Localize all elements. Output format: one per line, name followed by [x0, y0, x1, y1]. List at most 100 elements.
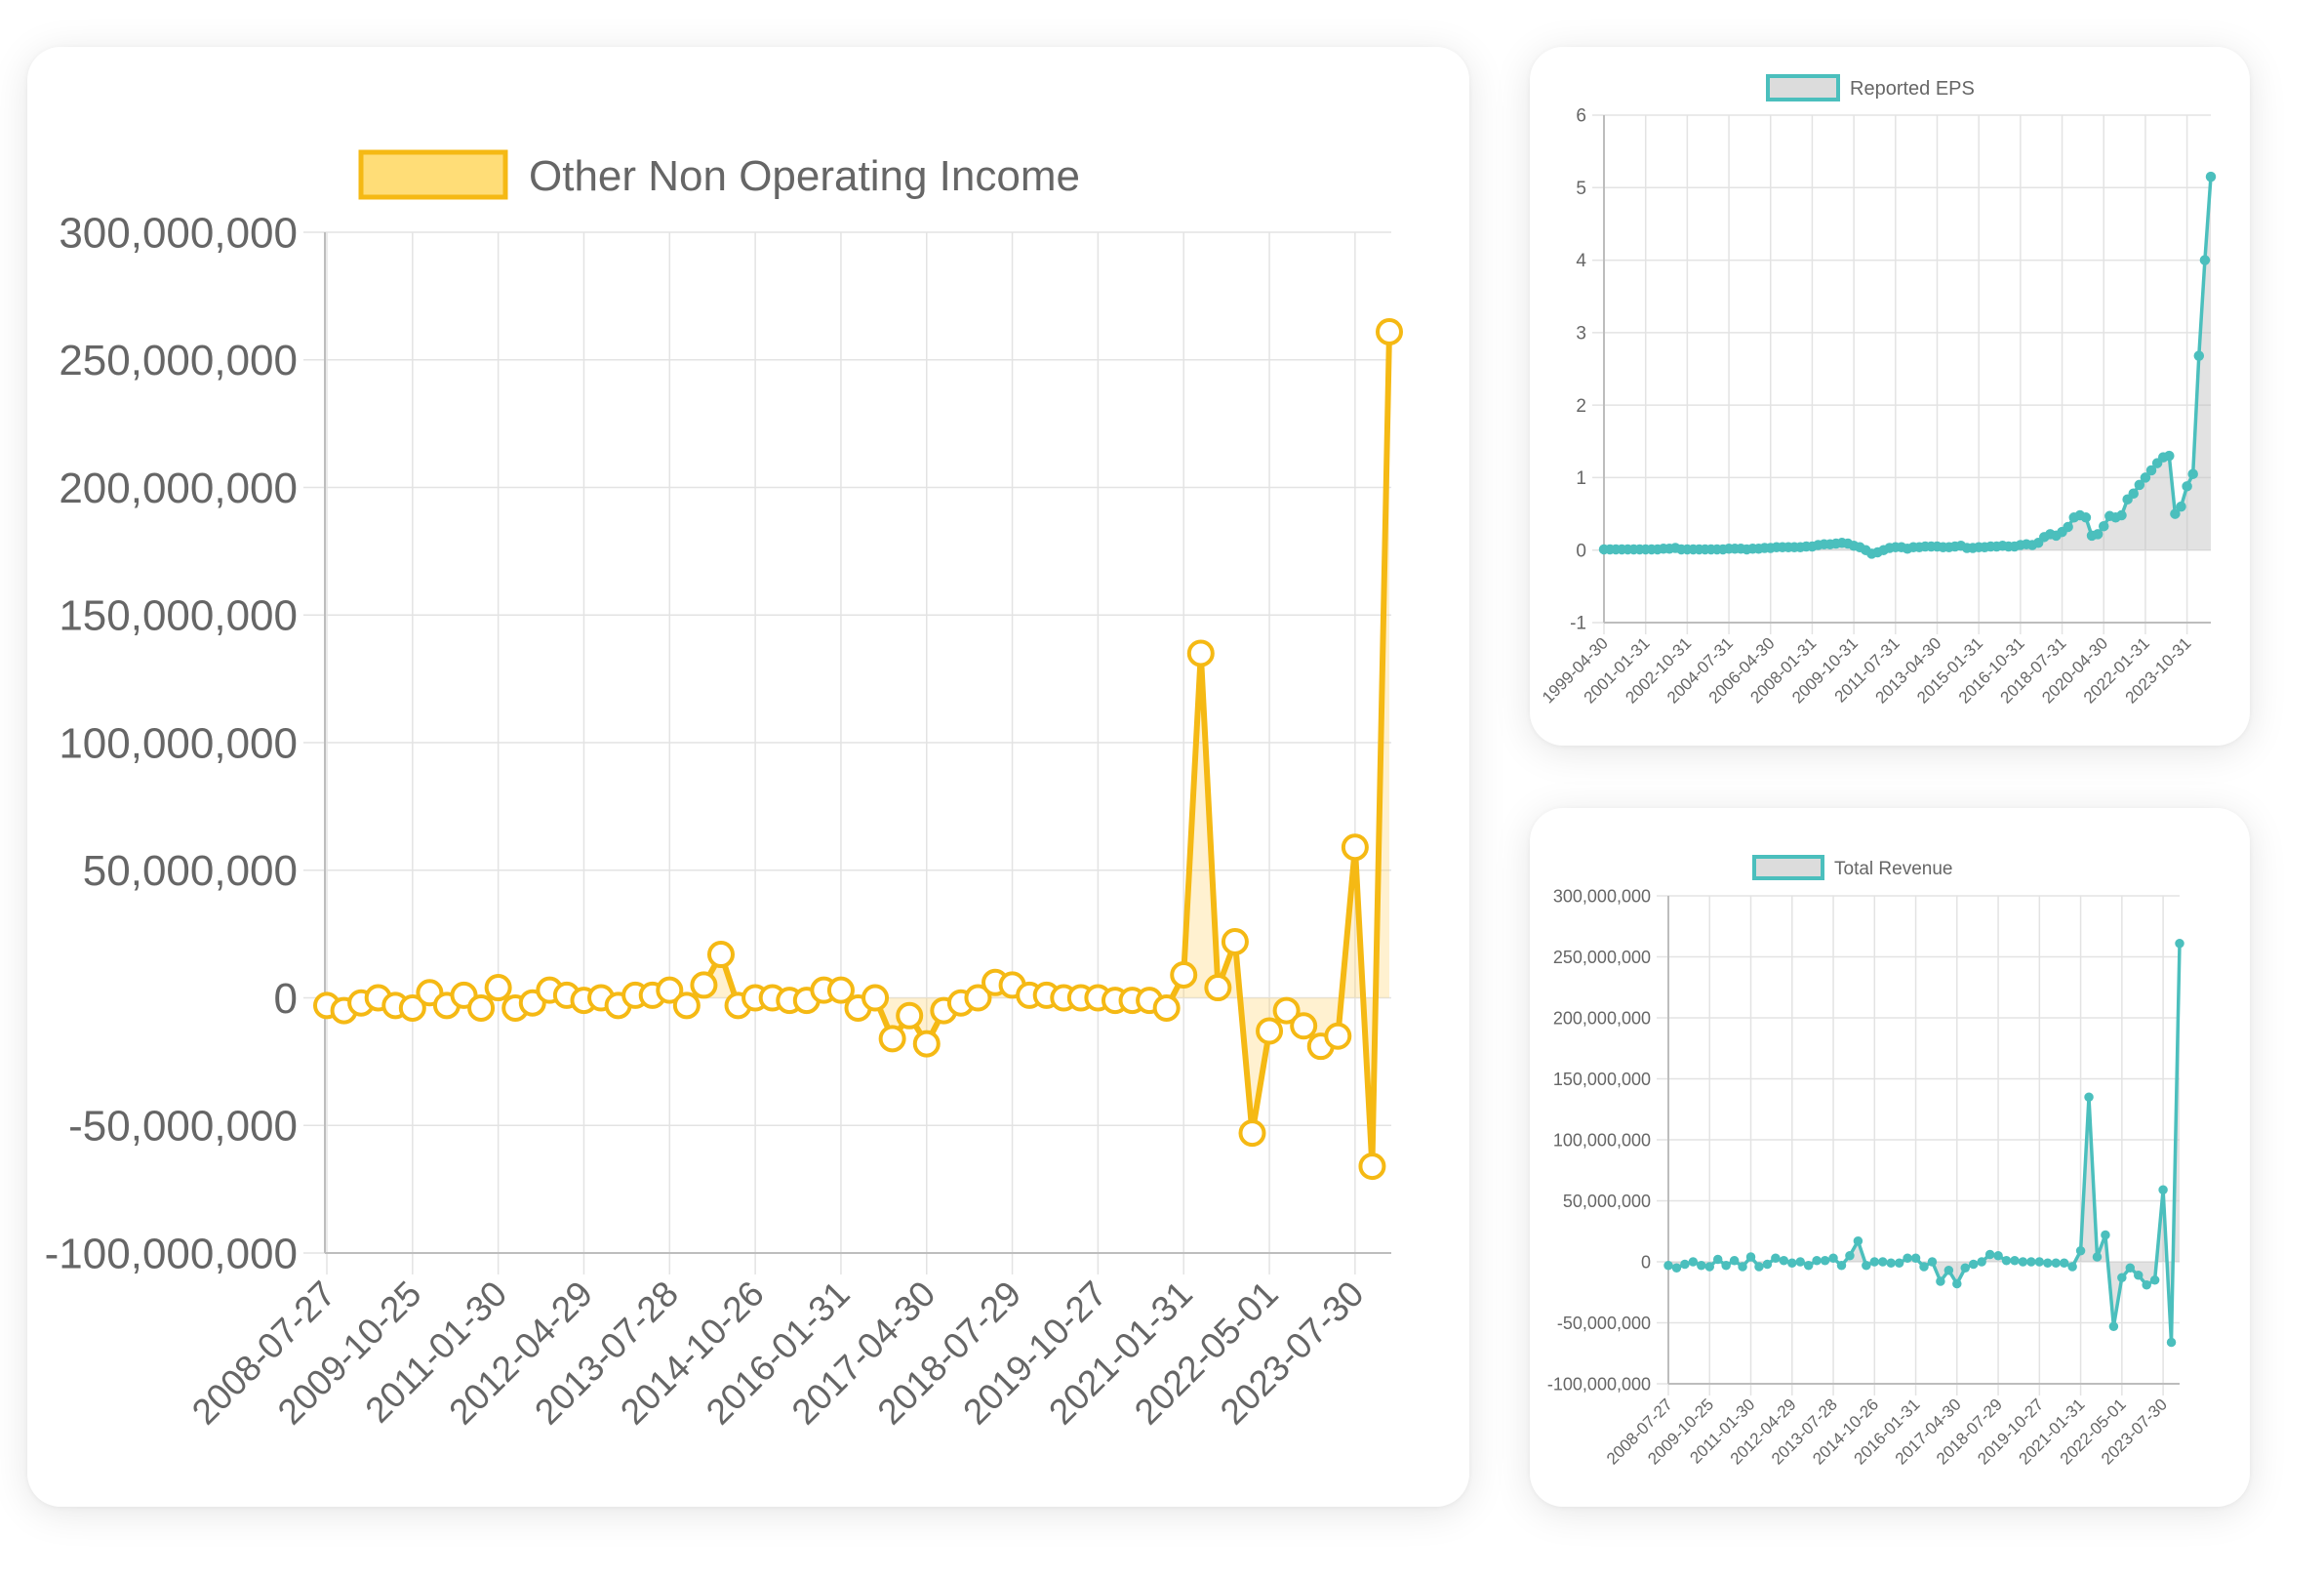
- data-point: [1738, 1262, 1747, 1272]
- data-point: [1936, 1276, 1945, 1286]
- data-point: [861, 984, 890, 1012]
- data-point: [878, 1025, 906, 1053]
- data-point: [1272, 996, 1301, 1025]
- data-point: [1204, 974, 1232, 1002]
- legend-label: Total Revenue: [1834, 859, 1952, 879]
- data-point: [1886, 1258, 1896, 1268]
- other-non-operating-income-chart: 300,000,000 250,000,000 200,000,000 150,000…: [45, 149, 1403, 1433]
- data-point: [1993, 1251, 2003, 1261]
- total-revenue-chart-card: 300,000,000 250,000,000 200,000,000 150,000…: [1530, 808, 2250, 1507]
- data-point: [1771, 1253, 1781, 1263]
- data-point: [964, 984, 992, 1012]
- data-point: [1324, 1022, 1352, 1050]
- y-tick-label: 3: [1576, 324, 1586, 344]
- data-point: [656, 976, 684, 1004]
- data-point: [1836, 1261, 1847, 1271]
- data-point: [2032, 538, 2044, 548]
- data-point: [1952, 1278, 1962, 1289]
- data-point: [2051, 1258, 2061, 1268]
- data-point: [1869, 1257, 1880, 1267]
- data-point: [2170, 508, 2181, 519]
- data-point: [1862, 1261, 1871, 1271]
- data-point: [1853, 1236, 1863, 1246]
- legend-swatch: [1752, 855, 1824, 880]
- data-point: [1828, 1253, 1838, 1263]
- reported-eps-chart-card: 6 5 4 3 2 1 0 -1 1999-04-30 2001-01-31 2002-10-31 2…: [1530, 47, 2250, 746]
- data-point: [1341, 833, 1369, 862]
- data-point: [912, 1030, 941, 1058]
- legend-label: Other Non Operating Income: [529, 152, 1080, 200]
- y-tick-label: -50,000,000: [68, 1103, 298, 1151]
- data-point: [2010, 1256, 2020, 1266]
- data-point: [1984, 1249, 1995, 1260]
- data-point: [1221, 927, 1249, 955]
- data-point: [2175, 939, 2184, 949]
- data-point: [2026, 1257, 2036, 1267]
- data-point: [1812, 1256, 1822, 1266]
- y-tick-label: 150,000,000: [1553, 1070, 1651, 1089]
- data-point: [467, 993, 496, 1022]
- data-point: [1376, 317, 1403, 345]
- series-area-fill: [1604, 177, 2211, 554]
- data-point: [2205, 171, 2217, 182]
- data-point: [1754, 1262, 1764, 1272]
- data-point: [1968, 1259, 1979, 1270]
- data-point: [2128, 488, 2139, 500]
- y-tick-label: -100,000,000: [1547, 1374, 1651, 1394]
- data-point: [826, 976, 855, 1004]
- data-point: [2187, 468, 2198, 479]
- data-point: [2084, 1092, 2094, 1102]
- y-tick-label: 0: [1576, 541, 1586, 561]
- data-point: [2199, 255, 2211, 265]
- data-point: [1903, 1253, 1912, 1263]
- data-point: [2080, 512, 2092, 523]
- legend-swatch: [358, 149, 508, 200]
- series-area-fill: [327, 332, 1389, 1167]
- data-point: [2125, 1263, 2136, 1273]
- data-point: [2145, 465, 2157, 476]
- data-point: [2133, 1271, 2144, 1280]
- data-point: [2101, 1230, 2110, 1240]
- data-point: [484, 974, 512, 1002]
- y-tick-label: 100,000,000: [1553, 1130, 1651, 1150]
- y-tick-label: 50,000,000: [83, 847, 298, 895]
- data-point: [2043, 1258, 2053, 1268]
- legend-swatch: [1766, 74, 1840, 101]
- y-tick-label: 0: [1641, 1252, 1651, 1272]
- data-point: [690, 971, 718, 999]
- data-point: [2149, 1275, 2160, 1285]
- data-point: [1697, 1261, 1706, 1271]
- data-point: [2092, 1252, 2103, 1262]
- y-tick-label: 100,000,000: [59, 719, 298, 767]
- series-area-fill: [1668, 943, 2180, 1343]
- data-point: [1358, 1152, 1386, 1181]
- y-tick-label: 300,000,000: [59, 209, 298, 257]
- data-point: [2075, 1246, 2086, 1256]
- data-point: [1795, 1257, 1805, 1267]
- data-point: [1712, 1254, 1723, 1265]
- legend-label: Reported EPS: [1850, 78, 1975, 100]
- y-tick-label: 200,000,000: [1553, 1008, 1651, 1028]
- y-tick-label: -100,000,000: [45, 1230, 298, 1277]
- series-line: [326, 331, 1392, 1170]
- data-point: [2092, 529, 2104, 540]
- y-tick-label: 6: [1576, 106, 1586, 127]
- y-tick-label: 4: [1576, 251, 1586, 271]
- data-point: [2164, 450, 2175, 462]
- data-point: [1820, 1256, 1830, 1266]
- data-point: [1704, 1262, 1715, 1272]
- data-point: [706, 941, 735, 969]
- data-point: [2151, 458, 2163, 468]
- total-revenue-chart: 300,000,000 250,000,000 200,000,000 150,000…: [1547, 855, 2184, 1469]
- data-point: [2116, 509, 2127, 521]
- data-point: [2134, 479, 2145, 491]
- data-point: [1877, 1257, 1888, 1267]
- y-tick-label: 0: [274, 975, 298, 1023]
- series-line: [1604, 176, 2213, 556]
- data-point: [1919, 1262, 1929, 1272]
- y-tick-label: -50,000,000: [1557, 1314, 1651, 1333]
- data-point: [2142, 1280, 2151, 1290]
- data-point: [1960, 1263, 1971, 1273]
- reported-eps-chart: 6543210-11999-04-302001-01-312002-10-312…: [1539, 74, 2217, 708]
- data-point: [2067, 1262, 2077, 1272]
